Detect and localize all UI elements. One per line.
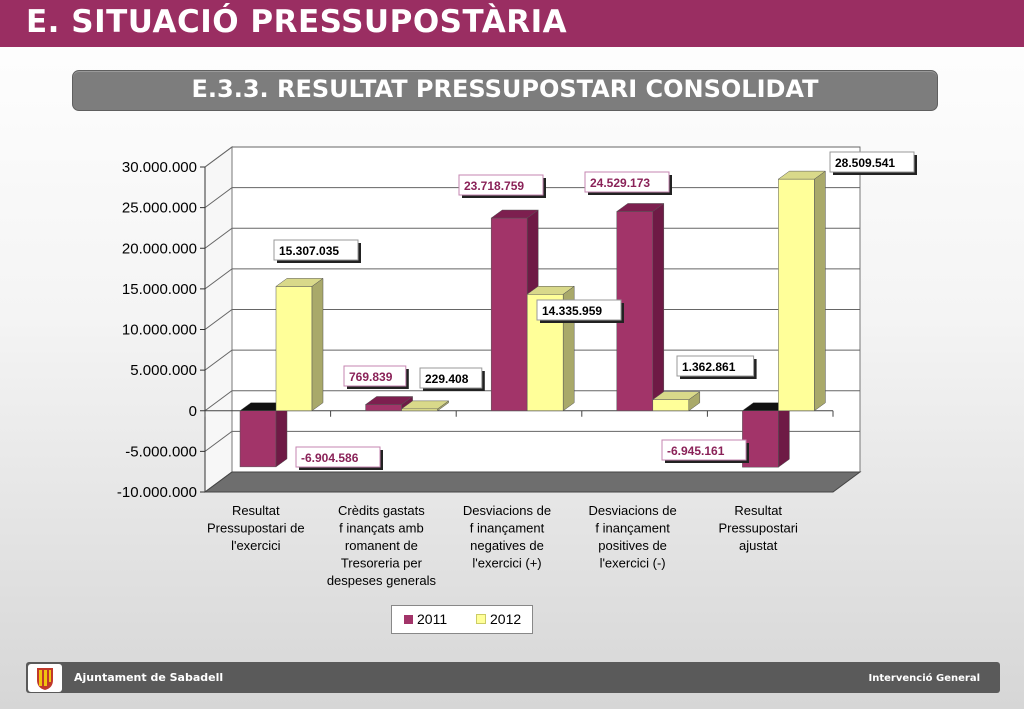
data-label-2011-1: 769.839 <box>349 370 393 384</box>
legend-label-2012: 2012 <box>490 611 522 627</box>
legend-swatch-2012 <box>476 614 486 624</box>
x-tick-label: l'exercici (+) <box>472 556 541 571</box>
chart-title: E.3.3. RESULTAT PRESSUPOSTARI CONSOLIDAT <box>191 75 819 103</box>
legend-label-2011: 2011 <box>417 611 448 627</box>
x-tick-label: ajustat <box>739 538 778 553</box>
x-tick-label: Pressupostari de <box>207 521 305 536</box>
data-label-box <box>584 171 670 193</box>
bar-2011-1 <box>365 404 402 411</box>
x-tick-label: f inançats amb <box>339 521 424 536</box>
bar-side-2011-3 <box>652 202 665 412</box>
bar-2012-4 <box>778 178 815 411</box>
y-tick-label: -10.000.000 <box>117 484 197 501</box>
data-label-2012-4: 28.509.541 <box>835 156 895 170</box>
gridline <box>204 430 860 452</box>
bar-side-2011-0 <box>275 402 288 468</box>
data-label-box <box>676 355 755 377</box>
data-label-box <box>536 299 622 321</box>
bar-side-2011-4 <box>778 402 790 468</box>
bar-top-2012-1 <box>400 400 450 410</box>
data-label-2011-2: 23.718.759 <box>464 179 524 193</box>
legend-item-2012: 2012 <box>476 611 521 627</box>
x-tick-label: despeses generals <box>327 573 437 588</box>
bar-top-2011-1 <box>364 396 414 405</box>
x-tick-label: f inançament <box>470 521 545 536</box>
x-tick-label: l'exercici (-) <box>600 556 666 571</box>
legend-swatch-2011 <box>404 615 413 624</box>
data-label-2011-0: -6.904.586 <box>301 451 359 465</box>
data-label-box <box>458 174 544 196</box>
bar-side-2012-4 <box>814 170 826 412</box>
data-label-2012-0: 15.307.035 <box>279 244 339 258</box>
y-tick-label: 0 <box>189 403 197 420</box>
x-tick-label: Tresoreria per <box>341 556 423 571</box>
bar-top-2012-0 <box>275 278 324 287</box>
data-label-2011-3: 24.529.173 <box>590 176 650 190</box>
title-bar <box>0 0 1024 47</box>
x-tick-label: Desviacions de <box>463 503 551 518</box>
x-tick-label: Resultat <box>232 503 280 518</box>
legend-item-2011: 2011 <box>404 611 447 627</box>
y-tick-label: 5.000.000 <box>130 362 197 379</box>
data-label-box <box>829 151 915 173</box>
bar-top-2011-3 <box>616 203 665 212</box>
y-tick-label: -5.000.000 <box>125 443 197 460</box>
y-tick-label: 20.000.000 <box>122 240 197 257</box>
x-tick-label: romanent de <box>345 538 418 553</box>
bar-top-2012-3 <box>652 391 701 400</box>
x-tick-label: l'exercici <box>231 538 281 553</box>
y-tick-label: 30.000.000 <box>122 159 197 176</box>
data-label-box <box>419 367 483 389</box>
subtitle-box: E.3.3. RESULTAT PRESSUPOSTARI CONSOLIDAT <box>72 70 938 111</box>
bar-2012-0 <box>275 286 313 411</box>
y-tick-label: 10.000.000 <box>122 322 197 339</box>
bar-2011-0 <box>239 410 277 468</box>
bar-top-2012-2 <box>526 286 575 295</box>
footer-bar <box>26 662 1000 693</box>
bar-2012-3 <box>652 399 690 412</box>
data-label-2012-1: 229.408 <box>425 372 469 386</box>
y-tick-label: 15.000.000 <box>122 281 197 298</box>
x-tick-label: positives de <box>598 538 667 553</box>
bar-top-2011-2 <box>490 209 539 219</box>
data-label-box <box>343 365 407 387</box>
data-label-box <box>273 239 359 261</box>
data-label-2011-4: -6.945.161 <box>667 444 725 458</box>
data-label-2012-3: 1.362.861 <box>682 360 736 374</box>
data-label-box <box>295 446 381 468</box>
floor <box>203 471 862 493</box>
y-tick-label: 25.000.000 <box>122 200 197 217</box>
data-label-box <box>661 439 747 461</box>
footer-department: Intervenció General <box>868 673 980 684</box>
x-tick-label: Desviacions de <box>589 503 677 518</box>
data-label-2012-2: 14.335.959 <box>542 304 602 318</box>
gridline <box>204 146 860 168</box>
x-tick-label: Crèdits gastats <box>338 503 425 518</box>
bar-top-2012-4 <box>777 170 827 180</box>
bar-2011-2 <box>490 217 528 411</box>
x-tick-label: Resultat <box>734 503 782 518</box>
page-title: E. SITUACIÓ PRESSUPOSTÀRIA <box>26 4 568 40</box>
bar-chart: 30.000.000 25.000.000 20.000.000 15.000.000… <box>117 146 917 588</box>
bar-2012-1 <box>401 408 438 411</box>
x-tick-label: f inançament <box>595 521 670 536</box>
shield-icon <box>37 668 53 690</box>
footer-org-name: Ajuntament de Sabadell <box>74 671 224 684</box>
legend: 2011 2012 <box>391 605 533 634</box>
x-tick-label: Pressupostari <box>718 521 798 536</box>
bar-side-2012-0 <box>311 277 324 412</box>
x-tick-label: negatives de <box>470 538 544 553</box>
city-logo <box>28 664 62 692</box>
